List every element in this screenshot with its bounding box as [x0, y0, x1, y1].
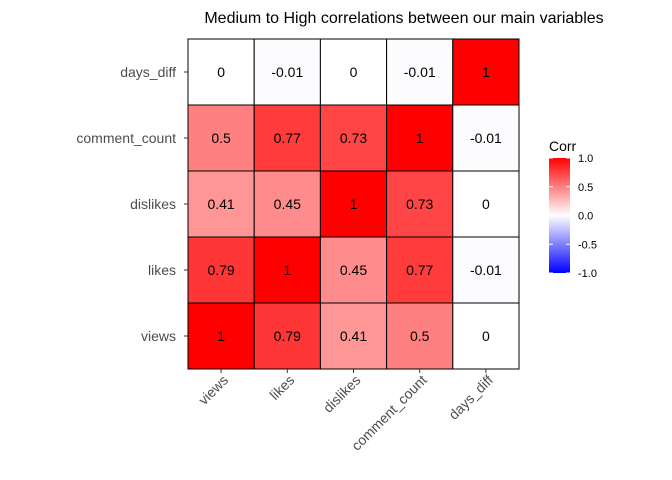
- cell-value-label: 0.45: [340, 262, 367, 278]
- cell-value-label: 0.77: [406, 262, 433, 278]
- chart-title: Medium to High correlations between our …: [204, 10, 603, 27]
- heatmap-cell-likes-comment_count: [386, 236, 454, 304]
- heatmap-cell-comment_count-dislikes: [319, 104, 388, 172]
- heatmap-cell-dislikes-days_diff: [452, 170, 520, 238]
- heatmap-cell-dislikes-likes: [253, 170, 321, 238]
- heatmap-cell-days_diff-days_diff: [452, 38, 520, 106]
- heatmap-cell-likes-days_diff: [452, 236, 520, 304]
- cell-value-label: 0: [350, 64, 358, 80]
- heatmap-cell-comment_count-comment_count: [386, 104, 454, 172]
- cell-value-label: 0.79: [274, 328, 301, 344]
- y-tick-label: comment_count: [76, 130, 176, 146]
- cell-value-label: 0.77: [274, 130, 301, 146]
- cell-value-label: 0.5: [211, 130, 231, 146]
- legend-ticks: 1.0 0.5 0.0 -0.5 -1.0: [549, 153, 597, 280]
- legend: Corr 1.0 0.5 0.0 -0.5 -1.0: [549, 138, 597, 280]
- heatmap-cell-comment_count-days_diff: [452, 104, 520, 172]
- legend-tick-label: -1.0: [578, 268, 597, 280]
- cell-value-label: 0: [482, 328, 490, 344]
- cell-value-label: 0.41: [207, 196, 234, 212]
- cell-value-label: 0.5: [410, 328, 430, 344]
- y-axis-ticks: views likes dislikes comment_count days_diff: [76, 64, 188, 344]
- legend-title: Corr: [549, 138, 577, 154]
- x-tick-label: likes: [266, 372, 297, 403]
- legend-tick-label: 1.0: [578, 153, 593, 165]
- cell-value-label: 0.73: [340, 130, 367, 146]
- x-tick-label: days_diff: [445, 372, 496, 423]
- cell-value-label: -0.01: [271, 64, 303, 80]
- heatmap-cell-likes-dislikes: [319, 236, 388, 304]
- heatmap-cell-labels: 1 0.79 0.41 0.5 0 0.79 1 0.45 0.77 -0.01 0.41 0.45 1…: [207, 64, 502, 344]
- heatmap-cell-days_diff-views: [187, 38, 255, 106]
- heatmap-cell-views-comment_count: [386, 302, 454, 370]
- heatmap-cell-views-likes: [253, 302, 321, 370]
- cell-value-label: 1: [482, 64, 490, 80]
- heatmap-cell-likes-likes: [253, 236, 321, 304]
- cell-value-label: 0: [217, 64, 225, 80]
- heatmap-cells: [187, 38, 520, 370]
- cell-value-label: -0.01: [470, 130, 502, 146]
- x-tick-label: views: [195, 372, 231, 408]
- cell-value-label: 1: [416, 130, 424, 146]
- cell-value-label: 0.41: [340, 328, 367, 344]
- cell-value-label: 0.73: [406, 196, 433, 212]
- heatmap-cell-views-views: [187, 302, 255, 370]
- legend-tick-label: 0.0: [578, 211, 593, 223]
- y-tick-label: views: [141, 328, 176, 344]
- legend-tick-label: -0.5: [578, 239, 597, 251]
- cell-value-label: 0: [482, 196, 490, 212]
- legend-colorbar: [549, 158, 570, 273]
- cell-value-label: -0.01: [404, 64, 436, 80]
- y-tick-label: dislikes: [130, 196, 176, 212]
- y-tick-label: likes: [148, 262, 176, 278]
- heatmap-cell-comment_count-likes: [253, 104, 321, 172]
- cell-value-label: 0.45: [274, 196, 301, 212]
- legend-tick-label: 0.5: [578, 182, 593, 194]
- heatmap-cell-days_diff-dislikes: [319, 38, 388, 106]
- cell-value-label: 1: [283, 262, 291, 278]
- cell-value-label: 0.79: [207, 262, 234, 278]
- x-tick-label: dislikes: [320, 372, 364, 416]
- heatmap-cell-days_diff-likes: [253, 38, 321, 106]
- cell-value-label: -0.01: [470, 262, 502, 278]
- y-tick-label: days_diff: [120, 64, 176, 80]
- heatmap-cell-dislikes-dislikes: [319, 170, 388, 238]
- cell-value-label: 1: [217, 328, 225, 344]
- cell-value-label: 1: [350, 196, 358, 212]
